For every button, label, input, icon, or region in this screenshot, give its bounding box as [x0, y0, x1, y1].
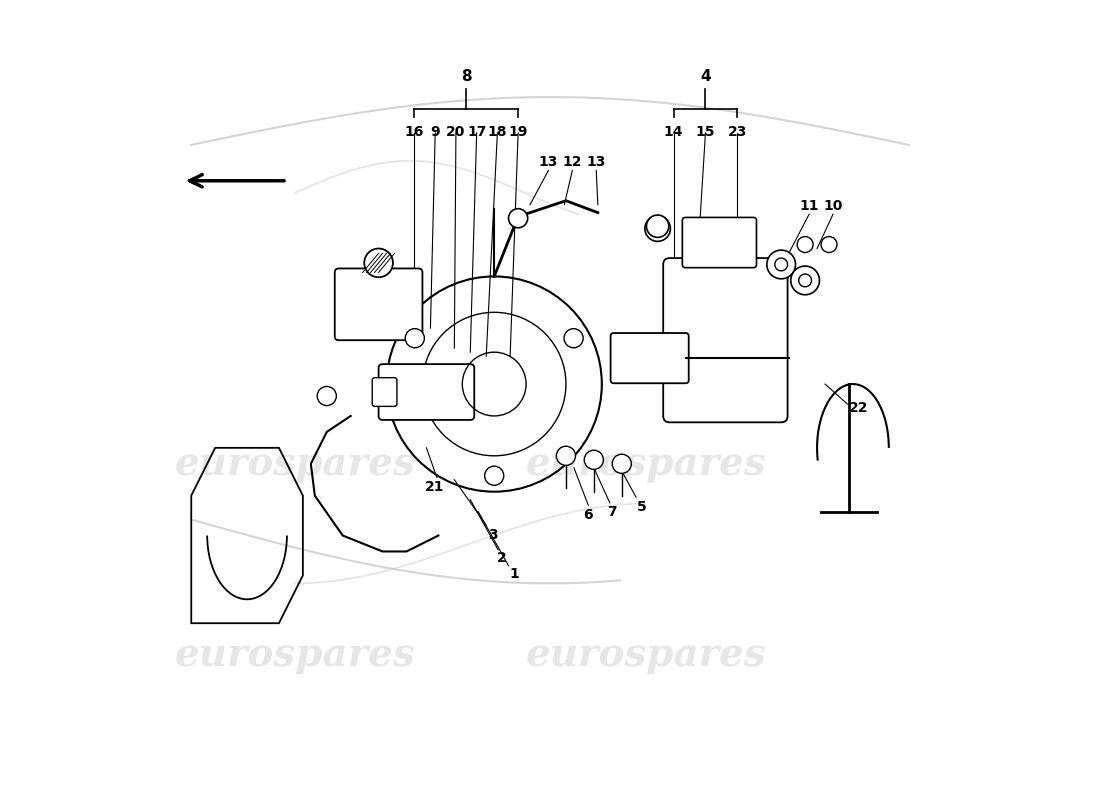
- Circle shape: [564, 329, 583, 348]
- Text: 14: 14: [663, 125, 683, 139]
- Text: 19: 19: [508, 125, 528, 139]
- Text: 6: 6: [583, 508, 593, 522]
- Circle shape: [364, 249, 393, 278]
- Text: 21: 21: [425, 480, 444, 494]
- Circle shape: [613, 454, 631, 474]
- Text: 8: 8: [461, 69, 472, 83]
- Text: 13: 13: [539, 155, 558, 169]
- Text: 18: 18: [487, 125, 507, 139]
- Circle shape: [317, 386, 337, 406]
- Text: 10: 10: [823, 198, 843, 213]
- Text: eurospares: eurospares: [175, 445, 416, 482]
- Circle shape: [485, 466, 504, 486]
- Circle shape: [821, 237, 837, 253]
- FancyBboxPatch shape: [334, 269, 422, 340]
- Text: 11: 11: [800, 198, 818, 213]
- Text: 4: 4: [700, 69, 711, 83]
- Text: eurospares: eurospares: [526, 636, 766, 674]
- Circle shape: [647, 215, 669, 238]
- Text: 22: 22: [849, 401, 869, 415]
- Circle shape: [508, 209, 528, 228]
- FancyBboxPatch shape: [610, 333, 689, 383]
- Text: eurospares: eurospares: [175, 636, 416, 674]
- Circle shape: [405, 329, 425, 348]
- Text: 23: 23: [728, 125, 747, 139]
- FancyBboxPatch shape: [682, 218, 757, 268]
- Text: 2: 2: [497, 551, 507, 566]
- Circle shape: [584, 450, 604, 470]
- FancyBboxPatch shape: [372, 378, 397, 406]
- Text: 9: 9: [430, 125, 440, 139]
- Circle shape: [767, 250, 795, 279]
- Text: 5: 5: [637, 500, 647, 514]
- Text: eurospares: eurospares: [526, 445, 766, 482]
- Text: 16: 16: [405, 125, 425, 139]
- FancyBboxPatch shape: [663, 258, 788, 422]
- Circle shape: [645, 216, 670, 242]
- Text: 15: 15: [695, 125, 715, 139]
- Circle shape: [791, 266, 820, 294]
- Text: 20: 20: [447, 125, 465, 139]
- Text: 1: 1: [509, 567, 519, 582]
- Text: 3: 3: [487, 527, 497, 542]
- Text: 7: 7: [607, 506, 617, 519]
- Circle shape: [798, 237, 813, 253]
- Text: 17: 17: [468, 125, 486, 139]
- Circle shape: [557, 446, 575, 466]
- FancyBboxPatch shape: [378, 364, 474, 420]
- Text: 12: 12: [562, 155, 582, 169]
- Text: 13: 13: [586, 155, 606, 169]
